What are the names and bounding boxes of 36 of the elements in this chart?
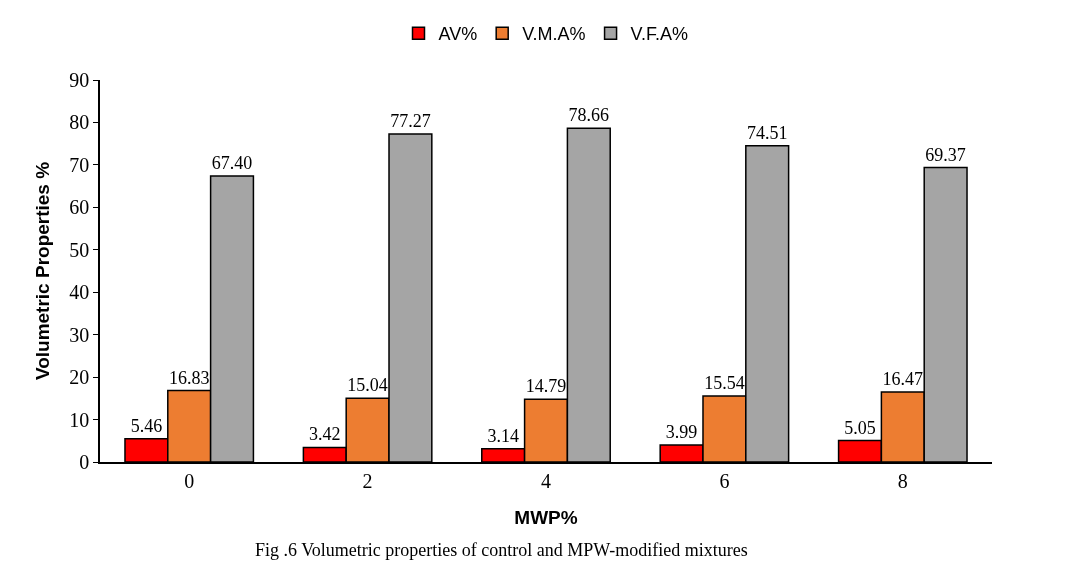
y-tick-label: 90 bbox=[69, 69, 90, 91]
y-tick-label: 80 bbox=[69, 111, 90, 134]
data-label: 3.14 bbox=[487, 425, 519, 446]
data-label: 74.51 bbox=[746, 122, 788, 143]
y-tick-label: 20 bbox=[69, 366, 90, 389]
y-tick-label: 30 bbox=[69, 323, 90, 346]
x-tick-label: 2 bbox=[362, 469, 373, 492]
data-label: 16.47 bbox=[882, 369, 924, 390]
y-tick-label: 0 bbox=[79, 451, 90, 473]
y-tick-label: 40 bbox=[69, 281, 90, 304]
x-tick-label: 8 bbox=[897, 469, 908, 492]
data-label: 3.42 bbox=[309, 424, 341, 445]
data-label: 5.46 bbox=[130, 415, 163, 436]
data-label: 69.37 bbox=[925, 144, 966, 165]
legend-label: V.F.A% bbox=[630, 24, 688, 45]
data-label: 15.54 bbox=[704, 373, 745, 394]
data-label: 14.79 bbox=[525, 376, 567, 397]
data-label: 16.83 bbox=[168, 367, 210, 388]
y-tick-label: 60 bbox=[69, 196, 90, 219]
x-tick-label: 0 bbox=[184, 469, 195, 492]
text: Fig .6 Volumetric properties of control and MPW-modified mixtures bbox=[255, 540, 748, 560]
data-label: 5.05 bbox=[844, 417, 876, 438]
y-tick-label: 70 bbox=[69, 153, 90, 176]
data-label: 15.04 bbox=[347, 375, 388, 396]
data-label: 77.27 bbox=[390, 111, 431, 132]
data-label: 78.66 bbox=[568, 105, 610, 126]
y-axis-title: Volumetric Properties % bbox=[31, 161, 53, 381]
legend-label: V.M.A% bbox=[522, 24, 586, 45]
legend-label: AV% bbox=[438, 24, 478, 45]
y-tick-label: 50 bbox=[69, 238, 90, 261]
x-axis-title: MWP% bbox=[514, 507, 578, 529]
data-label: 67.40 bbox=[211, 152, 253, 173]
data-label: 3.99 bbox=[665, 422, 698, 443]
x-tick-label: 4 bbox=[541, 469, 551, 492]
y-tick-label: 10 bbox=[69, 408, 90, 431]
x-tick-label: 6 bbox=[719, 469, 730, 492]
